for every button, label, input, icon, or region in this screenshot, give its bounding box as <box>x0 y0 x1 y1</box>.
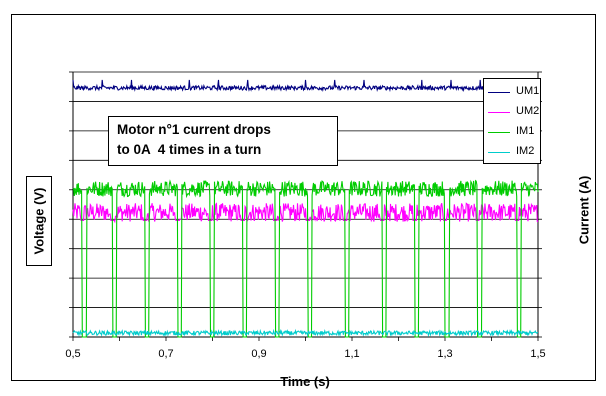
x-tick-label-5: 1,5 <box>530 348 545 360</box>
legend-label-um1: UM1 <box>516 85 540 97</box>
legend: UM1 UM2 IM1 IM2 <box>483 78 541 164</box>
y-axis-label-box <box>26 176 52 266</box>
legend-swatch-im2 <box>488 152 510 153</box>
x-axis-label: Time (s) <box>280 374 330 389</box>
x-tick-label-4: 1,3 <box>437 348 452 360</box>
legend-swatch-im1 <box>488 132 510 133</box>
series-im2 <box>72 328 539 338</box>
plot-area <box>73 72 538 337</box>
y2-axis-label: Current (A) <box>576 175 592 245</box>
legend-swatch-um1 <box>488 92 510 93</box>
y-axis-label: Voltage (V) <box>31 187 47 255</box>
x-tick-label-2: 0,9 <box>251 348 266 360</box>
x-tick-label-3: 1,1 <box>344 348 359 360</box>
legend-item-im2: IM2 <box>488 145 542 159</box>
legend-label-im1: IM1 <box>516 125 535 137</box>
annotation-box: Motor n°1 current drops to 0A 4 times in… <box>108 116 338 166</box>
legend-item-um1: UM1 <box>488 85 542 99</box>
legend-label-im2: IM2 <box>516 145 535 157</box>
outer-frame <box>11 14 596 381</box>
series-um2 <box>72 202 539 224</box>
annotation-line-1: Motor n°1 current drops <box>117 122 271 137</box>
annotation-line-2: to 0A 4 times in a turn <box>117 142 262 157</box>
legend-swatch-um2 <box>488 112 510 113</box>
legend-item-im1: IM1 <box>488 125 542 139</box>
series-im1 <box>72 179 539 338</box>
x-tick-label-0: 0,5 <box>65 348 80 360</box>
x-tick-label-1: 0,7 <box>158 348 173 360</box>
legend-item-um2: UM2 <box>488 105 542 119</box>
legend-label-um2: UM2 <box>516 105 540 117</box>
series-um1 <box>72 79 539 93</box>
